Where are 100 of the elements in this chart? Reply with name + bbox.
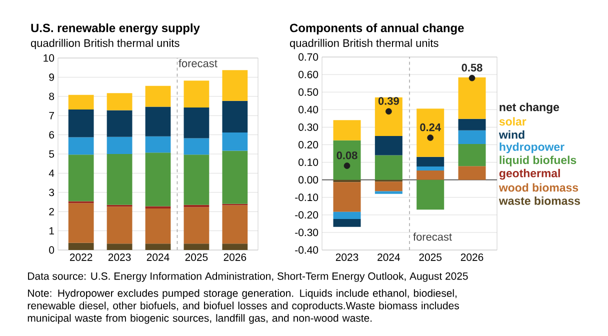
- ref-line-label: forecast: [413, 232, 452, 241]
- bar: [145, 136, 171, 153]
- bar: [68, 203, 94, 243]
- bar: [106, 244, 132, 250]
- series-label: liquid biofuels: [500, 156, 576, 166]
- bar: [416, 170, 444, 180]
- bar: [145, 206, 171, 209]
- bar: [222, 132, 248, 151]
- bar: [145, 106, 171, 136]
- point: [427, 134, 434, 141]
- y-tick-label: 0.00: [298, 176, 318, 184]
- y-tick-label: -0.20: [295, 211, 318, 219]
- bar: [416, 108, 444, 157]
- x-tick-label: 2025: [185, 254, 208, 261]
- bar: [106, 93, 132, 110]
- data-label: 0.08: [336, 152, 358, 160]
- y-tick-label: 0: [49, 246, 54, 254]
- bar: [106, 206, 132, 244]
- y-tick-label: 6: [49, 131, 54, 139]
- bar: [68, 154, 94, 202]
- bar: [458, 118, 486, 130]
- y-tick-label: 0.40: [298, 106, 318, 114]
- y-tick-label: 10: [44, 54, 54, 62]
- bar: [106, 154, 132, 205]
- series-label: wood biomass: [498, 183, 578, 192]
- bar: [68, 242, 94, 250]
- data-label: 0.58: [462, 64, 482, 72]
- bar: [184, 108, 210, 138]
- bar: [333, 212, 361, 219]
- bar: [222, 205, 248, 244]
- bar: [184, 244, 210, 250]
- bar: [416, 180, 444, 210]
- bar: [374, 182, 402, 192]
- x-tick-label: 2026: [224, 254, 246, 261]
- bar: [333, 182, 361, 212]
- bar: [458, 77, 486, 119]
- series-label: hydropower: [500, 142, 564, 154]
- y-tick-label: -0.30: [295, 228, 318, 236]
- bar: [184, 138, 210, 155]
- bar: [184, 207, 210, 244]
- y-tick-label: 0.50: [298, 88, 318, 96]
- bar: [333, 120, 361, 140]
- text: Note: Hydropower excludes pumped storage generation. Liquids include ethanol, biodiesel, renewable diesel, other biofuels, and biofuel losses and coproducts.Waste biomass includes municipal waste from biogenic sources, landfill gas, and non-wood waste.: [28, 289, 459, 324]
- y-tick-label: 8: [49, 92, 54, 100]
- y-tick-label: 0.70: [298, 53, 318, 61]
- bar: [333, 140, 361, 180]
- bar: [145, 86, 171, 107]
- y-tick-label: -0.40: [295, 246, 318, 254]
- bar: [458, 166, 486, 180]
- x-tick-label: 2022: [70, 254, 92, 261]
- data-label: 0.24: [420, 123, 441, 132]
- y-tick-label: 0.60: [298, 70, 318, 78]
- x-tick-label: 2023: [336, 254, 358, 261]
- series-label: solar: [499, 117, 526, 126]
- chart-subtitle: quadrillion British thermal units: [290, 38, 438, 50]
- bar: [68, 94, 94, 110]
- y-tick-label: 5: [49, 150, 54, 158]
- y-tick-label: 1: [49, 227, 54, 234]
- bar: [145, 208, 171, 244]
- x-tick-label: 2026: [460, 254, 484, 261]
- bar: [458, 144, 486, 166]
- bar: [106, 136, 132, 154]
- ref-line-label: forecast: [178, 59, 218, 68]
- y-tick-label: -0.10: [295, 194, 318, 202]
- legend-label: geothermal: [499, 168, 560, 180]
- bar: [416, 166, 444, 171]
- bar: [333, 218, 361, 227]
- bar: [458, 130, 486, 144]
- bar: [184, 80, 210, 108]
- bar: [374, 136, 402, 156]
- y-tick-label: 0.10: [298, 158, 318, 166]
- x-tick-label: 2024: [146, 254, 170, 261]
- bar: [374, 191, 402, 194]
- bar: [222, 244, 248, 250]
- chart-title: Components of annual change: [290, 23, 464, 35]
- point: [385, 108, 392, 115]
- source-note: Data source: U.S. Energy Information Administration, Short-Term Energy Outlook, August 2025: [28, 272, 468, 282]
- y-tick-label: 0.30: [298, 123, 318, 131]
- chart-title: U.S. renewable energy supply: [31, 23, 200, 35]
- chart-subtitle: quadrillion British thermal units: [30, 38, 180, 50]
- y-tick-label: 0.20: [298, 141, 318, 148]
- bar: [374, 97, 402, 136]
- bar: [68, 137, 94, 155]
- series-label: wind: [498, 130, 524, 139]
- bar: [106, 110, 132, 137]
- x-tick-label: 2023: [108, 254, 131, 261]
- x-tick-label: 2024: [378, 254, 400, 261]
- bar: [374, 155, 402, 180]
- y-tick-label: 2: [49, 208, 54, 216]
- bar: [222, 100, 248, 132]
- y-tick-label: 3: [49, 188, 54, 196]
- y-tick-label: 9: [49, 74, 54, 81]
- bar: [184, 154, 210, 205]
- y-tick-label: 7: [49, 112, 54, 120]
- y-tick-label: 4: [48, 170, 54, 177]
- bar: [68, 109, 94, 138]
- point: [344, 162, 350, 169]
- bar: [145, 152, 171, 206]
- x-tick-label: 2025: [419, 254, 442, 261]
- bar: [416, 156, 444, 166]
